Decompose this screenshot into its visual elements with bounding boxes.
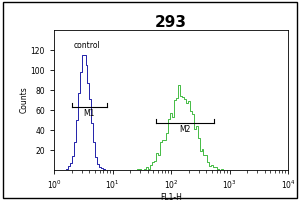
- X-axis label: FL1-H: FL1-H: [160, 193, 182, 200]
- Y-axis label: Counts: Counts: [20, 87, 29, 113]
- Text: M1: M1: [83, 109, 95, 118]
- Text: M2: M2: [179, 125, 191, 134]
- Title: 293: 293: [155, 15, 187, 30]
- Text: control: control: [74, 41, 101, 50]
